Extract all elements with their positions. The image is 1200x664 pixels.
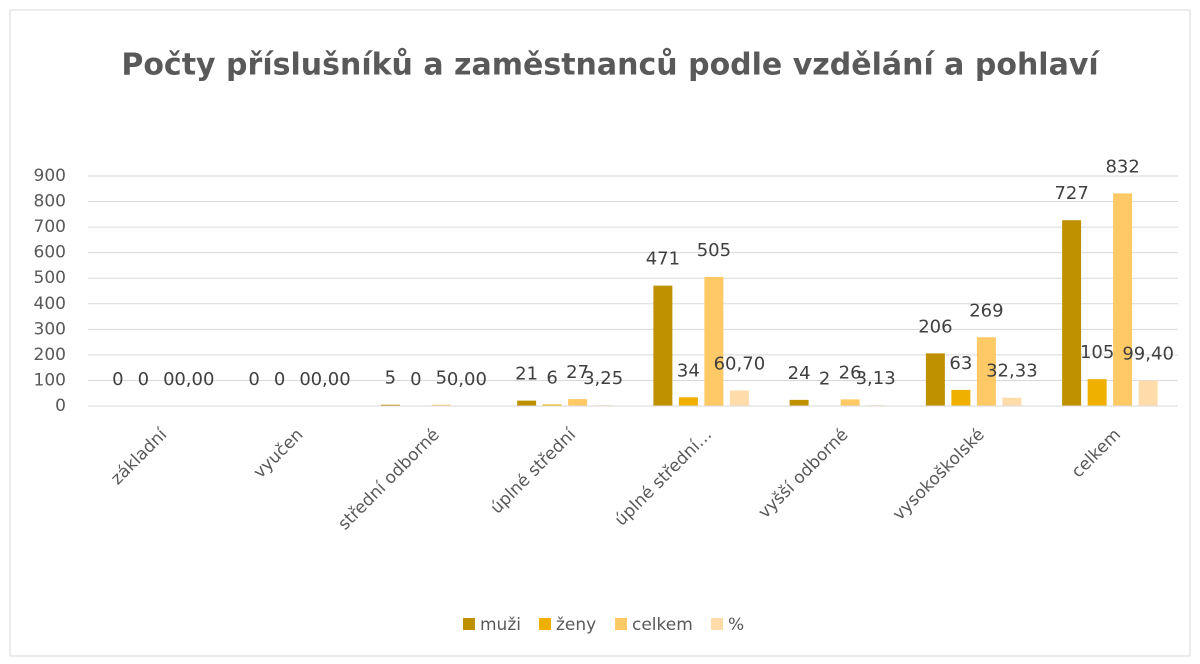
data-label: 60,70 (714, 353, 766, 374)
y-tick-label: 200 (34, 345, 66, 365)
y-tick-label: 0 (55, 396, 66, 416)
data-label: 0 (299, 369, 310, 390)
data-label: 206 (918, 316, 952, 337)
bar (704, 276, 724, 406)
data-label: 0 (138, 369, 149, 390)
data-label: 269 (969, 300, 1003, 321)
bar (517, 400, 537, 406)
data-label: 21 (515, 364, 538, 385)
bar (789, 399, 809, 406)
bar (1087, 379, 1107, 406)
data-label: 0,00 (174, 369, 214, 390)
data-label: 0 (112, 369, 123, 390)
data-label: 3,25 (583, 368, 623, 389)
bar (951, 389, 971, 406)
data-label: 832 (1105, 156, 1139, 177)
bar (1113, 193, 1133, 406)
data-label: 0 (274, 369, 285, 390)
y-tick-label: 300 (34, 319, 66, 339)
bar (925, 353, 945, 406)
y-tick-label: 400 (34, 294, 66, 314)
bar (380, 404, 400, 406)
data-label: 727 (1054, 183, 1088, 204)
chart-frame (9, 9, 1191, 657)
legend-label: muži (480, 615, 521, 635)
y-tick-label: 800 (34, 192, 66, 212)
legend-swatch (711, 618, 723, 630)
y-tick-label: 700 (34, 217, 66, 237)
data-label: 34 (677, 360, 700, 381)
data-label: 0 (248, 369, 259, 390)
bar (678, 397, 698, 406)
data-label: 505 (697, 240, 731, 261)
y-tick-label: 100 (34, 370, 66, 390)
data-label: 32,33 (986, 361, 1038, 382)
bar (1138, 380, 1158, 406)
data-label: 63 (949, 353, 972, 374)
data-label: 99,40 (1122, 344, 1174, 365)
bar (729, 390, 749, 406)
legend-label: ženy (556, 615, 596, 635)
legend-label: % (728, 615, 744, 635)
y-tick-label: 900 (34, 166, 66, 186)
data-label: 0 (410, 369, 421, 390)
data-label: 2 (819, 368, 830, 389)
y-tick-label: 500 (34, 268, 66, 288)
data-label: 5 (385, 368, 396, 389)
legend-swatch (539, 618, 551, 630)
data-label: 0 (163, 369, 174, 390)
data-label: 6 (546, 367, 557, 388)
legend-swatch (463, 618, 475, 630)
bar (840, 399, 860, 406)
bar (976, 337, 996, 406)
legend-label: celkem (632, 615, 693, 635)
data-label: 0,00 (311, 369, 351, 390)
data-label: 0,00 (447, 369, 487, 390)
bar (1002, 397, 1022, 406)
data-label: 3,13 (856, 368, 896, 389)
legend-swatch (615, 618, 627, 630)
bar (542, 404, 562, 406)
data-label: 26 (839, 362, 862, 383)
bar (1062, 220, 1082, 406)
bar (568, 399, 588, 406)
data-label: 24 (788, 363, 811, 384)
chart-title: Počty příslušníků a zaměstnanců podle vz… (121, 47, 1100, 83)
data-label: 471 (646, 249, 680, 270)
data-label: 105 (1080, 342, 1114, 363)
data-label: 5 (436, 368, 447, 389)
y-tick-label: 600 (34, 243, 66, 263)
bar (431, 404, 451, 406)
data-label: 27 (566, 362, 589, 383)
bar (653, 285, 673, 406)
